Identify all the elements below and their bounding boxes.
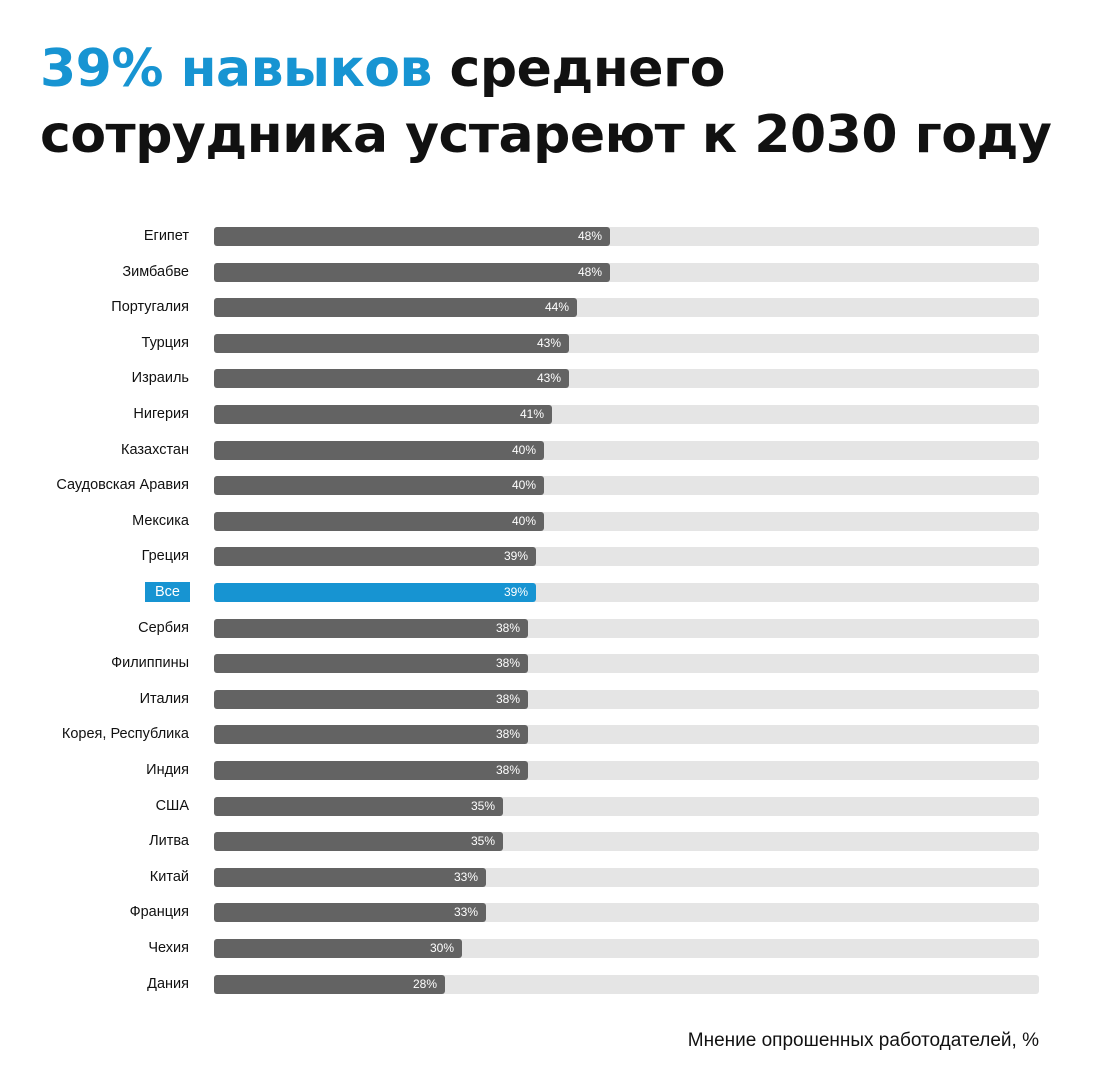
- bar-value-label: 41%: [519, 407, 544, 421]
- bar-value-label: 39%: [503, 549, 528, 563]
- bar-value-label: 48%: [577, 265, 602, 279]
- category-label: Израиль: [131, 370, 189, 386]
- bar-value-label: 38%: [495, 692, 520, 706]
- bar-value-label: 35%: [470, 799, 495, 813]
- bar: [214, 405, 552, 424]
- bar-value-label: 33%: [453, 870, 478, 884]
- category-label: США: [155, 798, 189, 814]
- bar: [214, 441, 544, 460]
- bar-value-label: 40%: [511, 478, 536, 492]
- category-label: Турция: [141, 335, 189, 351]
- bar: [214, 654, 528, 673]
- bar: [214, 832, 503, 851]
- category-label: Филиппины: [111, 655, 189, 671]
- bar-value-label: 39%: [503, 585, 528, 599]
- bar-value-label: 48%: [577, 229, 602, 243]
- bar: [214, 868, 486, 887]
- category-label: Греция: [141, 548, 189, 564]
- category-label: Казахстан: [121, 442, 189, 458]
- bar: [214, 619, 528, 638]
- category-label: Франция: [129, 904, 189, 920]
- bar-value-label: 44%: [544, 300, 569, 314]
- bar-value-label: 40%: [511, 514, 536, 528]
- bar: [214, 369, 569, 388]
- bar: [214, 761, 528, 780]
- bar: [214, 939, 462, 958]
- bar: [214, 547, 536, 566]
- category-label: Все: [145, 582, 190, 602]
- bar: [214, 512, 544, 531]
- title-rest: среднего сотрудника устареют к 2030 году: [40, 39, 1052, 165]
- bar: [214, 334, 569, 353]
- bar-value-label: 35%: [470, 834, 495, 848]
- bar-value-label: 38%: [495, 727, 520, 741]
- category-label: Саудовская Аравия: [56, 477, 189, 493]
- bar-value-label: 33%: [453, 905, 478, 919]
- category-label: Корея, Республика: [61, 726, 189, 742]
- bar: [214, 583, 536, 602]
- bar: [214, 263, 610, 282]
- category-label: Индия: [146, 762, 189, 778]
- category-label: Италия: [139, 691, 189, 707]
- category-label: Литва: [149, 833, 189, 849]
- category-label: Дания: [147, 976, 189, 992]
- category-label: Зимбабве: [122, 264, 189, 280]
- category-label: Сербия: [138, 620, 189, 636]
- category-label: Чехия: [148, 940, 189, 956]
- bar: [214, 298, 577, 317]
- category-label: Португалия: [111, 299, 189, 315]
- category-label: Нигерия: [133, 406, 189, 422]
- bar-value-label: 43%: [536, 336, 561, 350]
- chart-footnote: Мнение опрошенных работодателей, %: [687, 1030, 1039, 1051]
- bar: [214, 690, 528, 709]
- bar: [214, 476, 544, 495]
- bar: [214, 725, 528, 744]
- bar-value-label: 38%: [495, 763, 520, 777]
- category-label: Китай: [149, 869, 189, 885]
- bar: [214, 797, 503, 816]
- title-accent: 39% навыков: [40, 39, 432, 99]
- bar-value-label: 28%: [412, 977, 437, 991]
- bar-value-label: 38%: [495, 656, 520, 670]
- bar-value-label: 38%: [495, 621, 520, 635]
- bar-value-label: 30%: [429, 941, 454, 955]
- bar-value-label: 43%: [536, 371, 561, 385]
- bar: [214, 227, 610, 246]
- bar: [214, 975, 445, 994]
- page-title: 39% навыков среднего сотрудника устареют…: [40, 36, 1060, 168]
- bar: [214, 903, 486, 922]
- bar-value-label: 40%: [511, 443, 536, 457]
- category-label: Мексика: [132, 513, 189, 529]
- category-label: Египет: [143, 228, 189, 244]
